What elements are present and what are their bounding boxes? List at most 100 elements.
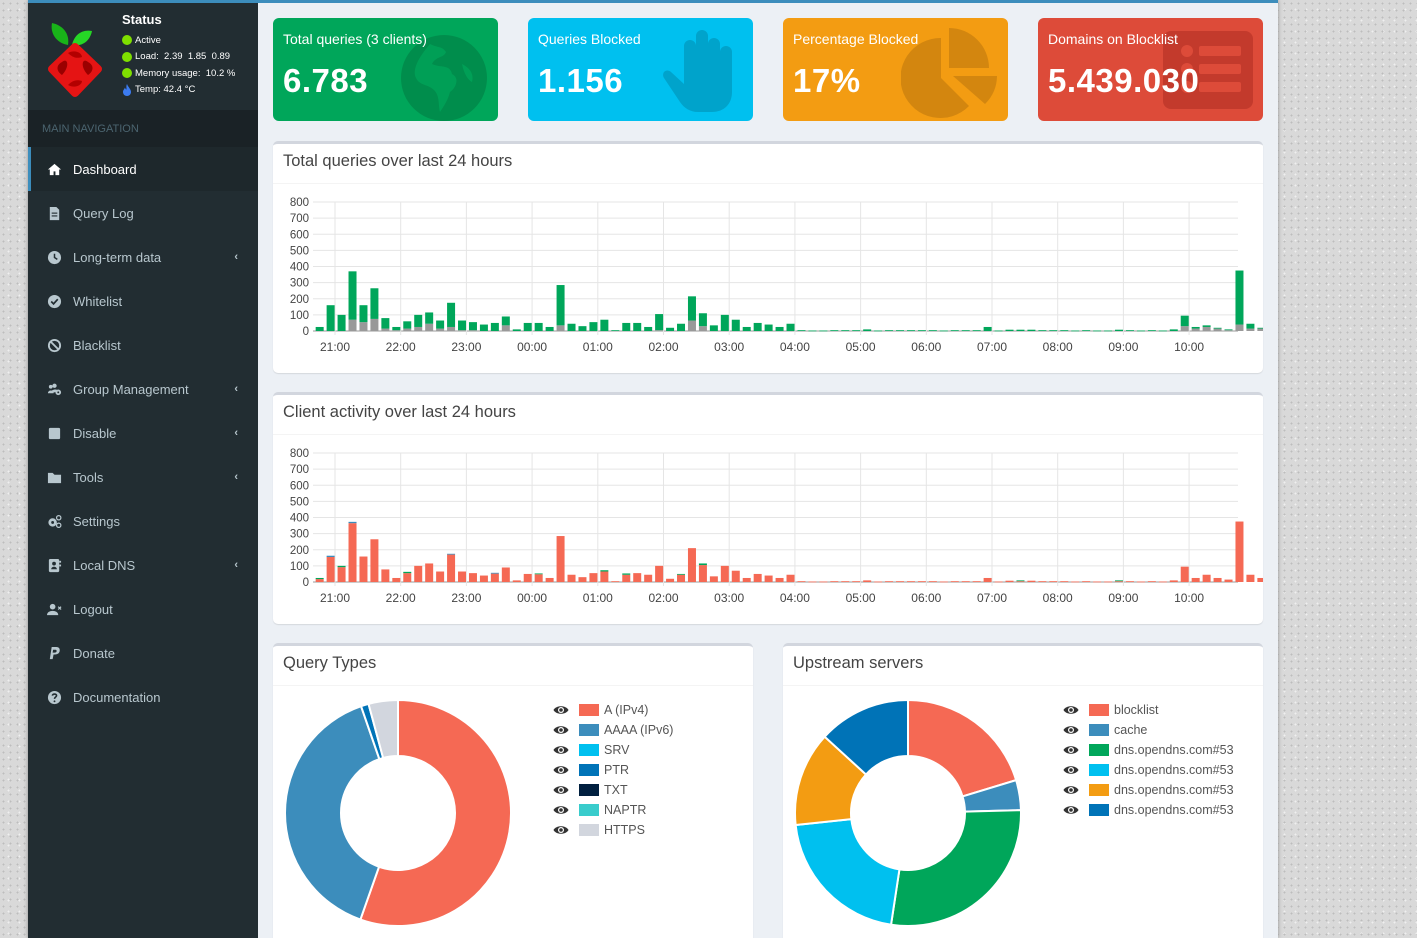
sidebar-item-group-management[interactable]: Group Management ‹ [28, 367, 258, 411]
bar-client-1[interactable] [775, 577, 784, 582]
bar-blocked[interactable] [1213, 328, 1222, 331]
sidebar-item-logout[interactable]: Logout [28, 587, 258, 631]
bar-permitted[interactable] [874, 330, 883, 332]
bar-permitted[interactable] [644, 326, 653, 331]
bar-permitted[interactable] [633, 322, 642, 331]
bar-client-1[interactable] [447, 554, 456, 582]
donut-slice[interactable] [907, 698, 1018, 798]
bar-permitted[interactable] [425, 312, 434, 324]
bar-client-1[interactable] [578, 577, 587, 582]
donut-slice[interactable] [823, 698, 909, 776]
bar-permitted[interactable] [698, 313, 707, 327]
bar-permitted[interactable] [523, 322, 532, 331]
donut-slice[interactable] [794, 817, 901, 926]
bar-client-1[interactable] [523, 573, 532, 582]
bar-client-1[interactable] [425, 563, 434, 582]
donut-slice[interactable] [284, 704, 381, 921]
bar-client-1[interactable] [906, 581, 915, 582]
bar-permitted[interactable] [578, 326, 587, 331]
bar-blocked[interactable] [436, 328, 445, 331]
sidebar-item-settings[interactable]: Settings [28, 499, 258, 543]
bar-client-1[interactable] [359, 556, 368, 582]
bar-client-1[interactable] [622, 574, 631, 582]
sidebar-item-disable[interactable]: Disable ‹ [28, 411, 258, 455]
bar-blocked[interactable] [425, 323, 434, 331]
donut-slice[interactable] [359, 698, 512, 927]
bar-blocked[interactable] [698, 326, 707, 331]
bar-permitted[interactable] [1213, 327, 1222, 329]
bar-blocked[interactable] [1224, 330, 1233, 331]
bar-permitted[interactable] [928, 330, 937, 331]
bar-permitted[interactable] [501, 316, 510, 326]
bar-client-1[interactable] [709, 576, 718, 582]
bar-client-1[interactable] [698, 565, 707, 582]
bar-client-1[interactable] [1224, 579, 1233, 582]
bar-permitted[interactable] [1235, 270, 1244, 325]
bar-client-1[interactable] [1115, 581, 1124, 582]
bar-client-2[interactable] [622, 573, 631, 575]
bar-client-1[interactable] [1082, 581, 1091, 582]
bar-blocked[interactable] [414, 326, 423, 331]
bar-client-1[interactable] [720, 565, 729, 582]
sidebar-item-documentation[interactable]: Documentation [28, 675, 258, 719]
donut-slice[interactable] [367, 698, 399, 760]
bar-client-1[interactable] [414, 565, 423, 582]
bar-permitted[interactable] [1104, 330, 1113, 332]
bar-permitted[interactable] [830, 330, 839, 331]
bar-client-2[interactable] [337, 565, 346, 568]
eye-icon[interactable] [1063, 724, 1079, 736]
bar-blocked[interactable] [655, 330, 664, 331]
bar-client-1[interactable] [677, 574, 686, 582]
bar-client-1[interactable] [874, 581, 883, 583]
bar-client-1[interactable] [1235, 521, 1244, 582]
bar-permitted[interactable] [687, 296, 696, 321]
bar-permitted[interactable] [961, 330, 970, 331]
sidebar-item-dashboard[interactable]: Dashboard [28, 147, 258, 191]
bar-client-3[interactable] [490, 572, 499, 574]
bar-client-1[interactable] [512, 580, 521, 582]
bar-client-1[interactable] [458, 571, 467, 582]
bar-permitted[interactable] [1246, 323, 1255, 329]
bar-blocked[interactable] [1202, 326, 1211, 331]
bar-client-1[interactable] [786, 574, 795, 582]
bar-permitted[interactable] [534, 322, 543, 331]
bar-permitted[interactable] [742, 326, 751, 331]
bar-permitted[interactable] [677, 323, 686, 331]
bar-permitted[interactable] [589, 322, 598, 331]
bar-client-2[interactable] [1115, 580, 1124, 582]
bar-permitted[interactable] [917, 330, 926, 331]
bar-client-1[interactable] [972, 581, 981, 582]
bar-client-1[interactable] [1125, 581, 1134, 582]
bar-client-1[interactable] [917, 581, 926, 582]
bar-client-1[interactable] [994, 581, 1003, 583]
bar-client-1[interactable] [1147, 581, 1156, 582]
eye-icon[interactable] [553, 764, 569, 776]
bar-permitted[interactable] [1257, 327, 1266, 329]
bar-permitted[interactable] [775, 326, 784, 331]
bar-client-1[interactable] [403, 573, 412, 582]
bar-permitted[interactable] [841, 330, 850, 331]
bar-client-2[interactable] [698, 563, 707, 566]
bar-permitted[interactable] [1191, 326, 1200, 329]
eye-icon[interactable] [553, 704, 569, 716]
bar-permitted[interactable] [337, 314, 346, 331]
bar-permitted[interactable] [863, 329, 872, 331]
bar-client-1[interactable] [1202, 574, 1211, 582]
bar-client-2[interactable] [403, 571, 412, 574]
legend-item[interactable]: dns.opendns.com#53 [1063, 740, 1234, 760]
bar-client-1[interactable] [567, 574, 576, 582]
bar-client-1[interactable] [315, 579, 324, 582]
bar-permitted[interactable] [1224, 329, 1233, 331]
bar-client-1[interactable] [348, 523, 357, 582]
bar-permitted[interactable] [1180, 315, 1189, 327]
bar-client-1[interactable] [337, 567, 346, 582]
eye-icon[interactable] [1063, 704, 1079, 716]
sidebar-item-long-term-data[interactable]: Long-term data ‹ [28, 235, 258, 279]
legend-item[interactable]: dns.opendns.com#53 [1063, 760, 1234, 780]
eye-icon[interactable] [1063, 744, 1079, 756]
bar-permitted[interactable] [797, 330, 806, 331]
bar-client-1[interactable] [1049, 581, 1058, 582]
bar-permitted[interactable] [611, 330, 620, 331]
bar-client-1[interactable] [556, 536, 565, 582]
bar-permitted[interactable] [556, 285, 565, 326]
